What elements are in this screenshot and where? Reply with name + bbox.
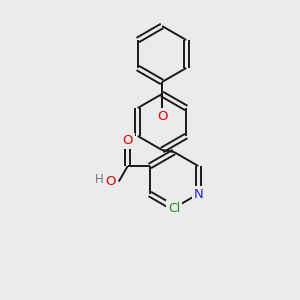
Text: O: O bbox=[157, 110, 167, 122]
Text: H: H bbox=[94, 173, 103, 186]
Text: O: O bbox=[122, 134, 133, 148]
Text: Cl: Cl bbox=[168, 202, 180, 214]
Text: O: O bbox=[106, 175, 116, 188]
Text: N: N bbox=[194, 188, 203, 200]
